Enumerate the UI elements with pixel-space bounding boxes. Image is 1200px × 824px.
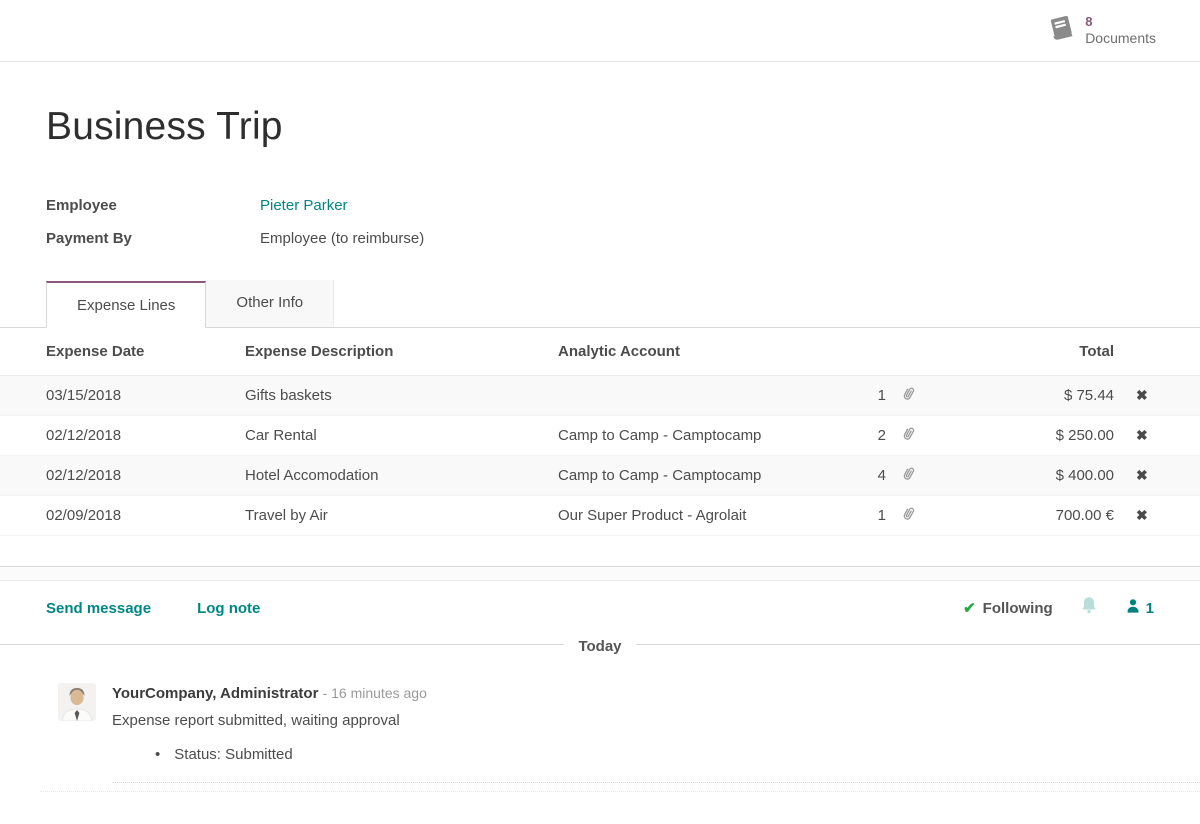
header-analytic-account[interactable]: Analytic Account [558, 328, 858, 376]
message-timestamp: - 16 minutes ago [322, 684, 427, 701]
tab-expense-lines[interactable]: Expense Lines [46, 281, 207, 328]
notebook-tabs: Expense Lines Other Info [0, 280, 1200, 328]
cell-total[interactable]: $ 400.00 [1055, 466, 1114, 484]
paperclip-icon[interactable] [890, 495, 926, 535]
cell-date[interactable]: 02/12/2018 [46, 426, 122, 444]
following-label: Following [982, 599, 1053, 617]
following-toggle[interactable]: ✔ Following [963, 599, 1053, 618]
page-title: Business Trip [46, 105, 283, 148]
day-divider: Today [0, 636, 1200, 655]
header-quantity [858, 328, 890, 376]
cell-description[interactable]: Travel by Air [245, 506, 328, 524]
table-row[interactable]: 02/12/2018 Car Rental Camp to Camp - Cam… [0, 415, 1200, 455]
header-delete [1122, 328, 1200, 376]
followers-button[interactable]: 1 [1125, 598, 1154, 619]
field-group: Employee Pieter Parker Payment By Employ… [46, 189, 1154, 255]
cell-total[interactable]: $ 75.44 [1063, 386, 1114, 404]
cell-analytic[interactable]: Camp to Camp - Camptocamp [558, 426, 762, 444]
employee-label: Employee [46, 197, 117, 214]
header-total[interactable]: Total [926, 328, 1122, 376]
header-attachment [890, 328, 926, 376]
employee-value-link[interactable]: Pieter Parker [260, 197, 348, 214]
delete-row-icon[interactable]: ✖ [1136, 426, 1148, 443]
top-bar: 8 Documents [0, 0, 1200, 62]
documents-count: 8 [1085, 13, 1093, 29]
followers-count: 1 [1145, 599, 1154, 617]
paperclip-icon[interactable] [890, 415, 926, 455]
table-row[interactable]: 03/15/2018 Gifts baskets 1 $ 75.44 ✖ [0, 375, 1200, 415]
send-message-button[interactable]: Send message [46, 599, 152, 617]
paperclip-icon[interactable] [890, 375, 926, 415]
person-icon [1125, 598, 1141, 619]
header-expense-description[interactable]: Expense Description [245, 328, 558, 376]
check-icon: ✔ [963, 600, 976, 617]
table-row[interactable]: 02/12/2018 Hotel Accomodation Camp to Ca… [0, 455, 1200, 495]
sheet-bottom-edge [0, 565, 1200, 581]
chatter-toolbar: Send message Log note ✔ Following 1 [0, 581, 1200, 636]
cell-date[interactable]: 02/09/2018 [46, 506, 122, 524]
payment-by-label: Payment By [46, 230, 132, 247]
cell-analytic[interactable] [558, 375, 858, 415]
divider-line [0, 643, 565, 645]
field-payment-by: Payment By Employee (to reimburse) [46, 222, 1154, 255]
delete-row-icon[interactable]: ✖ [1136, 386, 1148, 403]
header-expense-date[interactable]: Expense Date [0, 328, 245, 376]
tab-other-info[interactable]: Other Info [206, 280, 335, 327]
expense-lines-table: Expense Date Expense Description Analyti… [0, 328, 1200, 536]
cell-description[interactable]: Car Rental [245, 426, 317, 444]
cell-date[interactable]: 02/12/2018 [46, 466, 122, 484]
bell-icon[interactable] [1079, 595, 1099, 621]
form-sheet: Business Trip Employee Pieter Parker Pay… [0, 105, 1200, 255]
table-row[interactable]: 02/09/2018 Travel by Air Our Super Produ… [0, 495, 1200, 535]
cell-analytic[interactable]: Camp to Camp - Camptocamp [558, 466, 762, 484]
paperclip-icon[interactable] [890, 455, 926, 495]
chatter-message: YourCompany, Administrator - 16 minutes … [0, 682, 1200, 763]
table-header-row: Expense Date Expense Description Analyti… [0, 328, 1200, 376]
cell-quantity[interactable]: 1 [877, 386, 886, 404]
cell-description[interactable]: Gifts baskets [245, 386, 332, 404]
documents-stat-button[interactable]: 8 Documents [1047, 14, 1156, 48]
sheet-bottom-gap [0, 536, 1200, 566]
book-icon [1047, 14, 1075, 47]
cell-analytic[interactable]: Our Super Product - Agrolait [558, 506, 747, 524]
message-author[interactable]: YourCompany, Administrator [112, 684, 319, 702]
cell-date[interactable]: 03/15/2018 [46, 386, 122, 404]
cell-quantity[interactable]: 1 [877, 506, 886, 524]
payment-by-value: Employee (to reimburse) [260, 230, 425, 247]
cell-total[interactable]: 700.00 € [1055, 506, 1114, 524]
message-body: Expense report submitted, waiting approv… [112, 711, 400, 729]
cell-total[interactable]: $ 250.00 [1055, 426, 1114, 444]
divider-line [635, 643, 1200, 645]
cell-quantity[interactable]: 4 [877, 466, 886, 484]
log-note-button[interactable]: Log note [197, 599, 261, 617]
documents-label: Documents [1085, 29, 1156, 46]
message-status-item: Status: Submitted [155, 746, 293, 763]
message-separator [40, 790, 1200, 792]
field-employee: Employee Pieter Parker [46, 189, 1154, 222]
cell-quantity[interactable]: 2 [877, 426, 886, 444]
avatar[interactable] [58, 682, 96, 721]
cell-description[interactable]: Hotel Accomodation [245, 466, 379, 484]
day-divider-label: Today [578, 637, 622, 655]
delete-row-icon[interactable]: ✖ [1136, 466, 1148, 483]
delete-row-icon[interactable]: ✖ [1136, 506, 1148, 523]
message-separator [112, 781, 1200, 783]
